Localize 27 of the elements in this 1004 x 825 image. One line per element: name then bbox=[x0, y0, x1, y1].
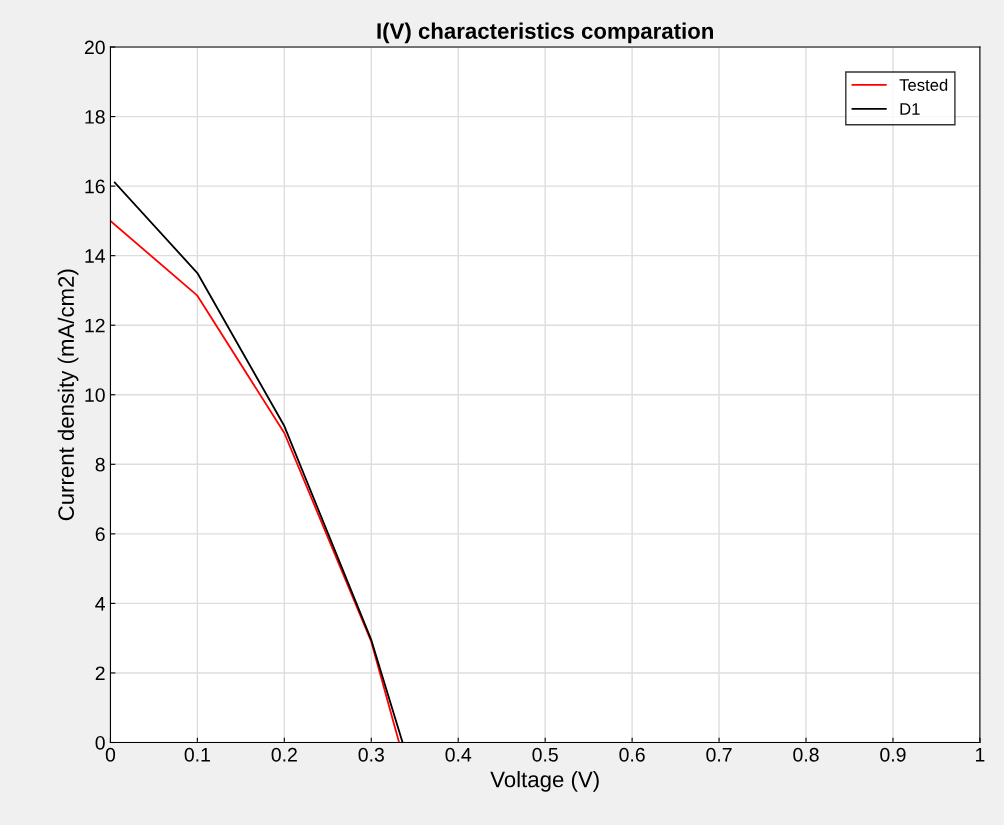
x-tick-label: 0.9 bbox=[880, 747, 906, 762]
x-tick-label: 0.7 bbox=[706, 747, 732, 762]
x-axis-title: Voltage (V) bbox=[490, 771, 599, 792]
legend-label: Tested bbox=[899, 78, 948, 91]
y-tick-label: 0 bbox=[95, 735, 105, 750]
y-tick-label: 16 bbox=[85, 179, 105, 194]
chart-title: I(V) characteristics comparation bbox=[377, 22, 713, 44]
y-tick-label: 10 bbox=[85, 388, 105, 402]
y-axis-title: Current density (mA/cm2) bbox=[57, 269, 79, 521]
x-tick-label: 0.6 bbox=[619, 747, 645, 762]
y-tick-label: 6 bbox=[95, 527, 105, 542]
y-tick-label: 18 bbox=[85, 110, 105, 124]
y-tick-label: 20 bbox=[84, 40, 105, 55]
y-tick-label: 8 bbox=[95, 457, 105, 472]
x-tick-label: 1 bbox=[975, 748, 985, 762]
legend-label: D1 bbox=[900, 103, 920, 115]
x-tick-label: 0.3 bbox=[358, 747, 384, 762]
x-tick-label: 0.4 bbox=[445, 747, 472, 762]
y-tick-label: 2 bbox=[95, 666, 105, 680]
y-tick-label: 4 bbox=[95, 597, 106, 611]
x-tick-label: 0.8 bbox=[793, 747, 819, 762]
x-tick-label: 0 bbox=[105, 747, 116, 762]
y-tick-label: 14 bbox=[85, 249, 106, 263]
x-tick-label: 0.5 bbox=[532, 747, 558, 762]
x-tick-label: 0.2 bbox=[271, 747, 297, 762]
y-tick-label: 12 bbox=[85, 318, 105, 333]
x-tick-label: 0.1 bbox=[184, 747, 210, 762]
